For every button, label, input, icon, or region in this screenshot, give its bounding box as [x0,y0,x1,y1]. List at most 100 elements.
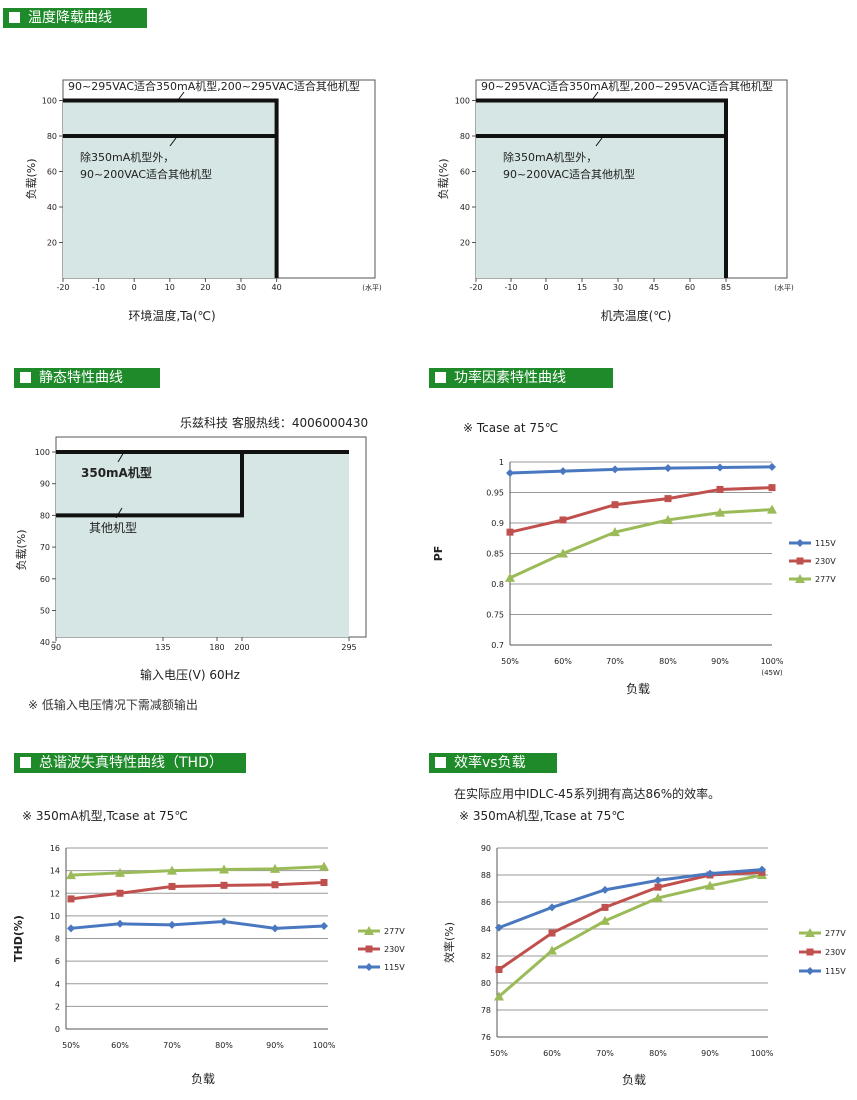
series-line-230V [70,881,325,901]
y-tick-label: 88 [481,871,491,880]
x-tick-label: 60% [543,1049,561,1058]
data-point-230V [271,881,279,889]
y-tick-label: 100 [42,97,57,106]
legend-label: 230V [825,948,846,957]
annotation-pointer [177,91,185,101]
x-axis-title: 机壳温度(℃) [601,308,672,323]
y-axis-title: 效率(%) [442,922,456,963]
y-tick-label: 0 [55,1025,60,1034]
y-tick-label: 100 [35,448,50,457]
x-axis-title: 环境温度,Ta(℃) [128,308,215,323]
annotation-other-1: 除350mA机型外， [503,150,597,164]
series-line-115V [70,920,325,930]
y-tick-label: 100 [455,97,470,106]
x-tick-label: 20 [200,283,210,292]
x-tick-label: 50% [501,657,519,666]
derating-area [56,452,349,637]
legend-marker-230V [796,557,804,565]
x-tick-label: 30 [613,283,623,292]
data-point-230V [716,485,724,493]
x-tick-label: 200 [234,643,249,652]
y-tick-label: 10 [50,912,60,921]
legend-label: 115V [384,963,405,972]
x-tick-label: 90% [701,1049,719,1058]
y-axis-title: THD(%) [12,915,25,962]
x-tick-label: 0 [543,283,548,292]
derating-curve-1 [476,98,728,278]
y-tick-label: 60 [47,168,57,177]
annotation-other: 其他机型 [89,521,137,535]
data-point-230V [495,966,503,973]
data-point-277V [319,861,329,871]
legend-label: 230V [815,557,836,566]
data-point-277V [219,864,229,874]
series-line-115V [509,465,773,475]
legend-marker-230V [806,948,814,956]
x-tick-label: 180 [209,643,224,652]
y-tick-label: 70 [40,543,50,552]
y-tick-label: 20 [460,239,470,248]
x-tick-label: 40 [272,283,282,292]
data-point-115V [116,919,124,928]
annotation-350ma: 90~295VAC适合350mA机型,200~295VAC适合其他机型 [68,79,360,93]
data-point-277V [715,507,725,517]
x-tick-label: 10 [165,283,175,292]
data-point-115V [664,464,672,473]
x-tick-label: -20 [469,283,482,292]
data-point-277V [115,867,125,877]
x-tick-label: 30 [236,283,246,292]
legend-marker-115V [806,967,814,975]
x-axis-title: 输入电压(V) 60Hz [140,667,240,682]
x-tick-label: 90% [266,1041,284,1050]
data-point-115V [758,865,766,874]
data-point-277V [505,572,515,582]
legend-label: 277V [815,575,836,584]
data-point-230V [506,528,514,536]
legend-marker-277V [364,926,374,935]
y-tick-label: 90 [40,480,50,489]
section-title: 温度降载曲线 [28,10,112,26]
section-title: 效率vs负载 [454,755,526,771]
x-tick-label: 60 [685,283,695,292]
y-tick-label: 4 [55,980,60,989]
y-tick-label: 0.7 [491,641,504,650]
data-point-115V [67,924,75,933]
y-tick-label: 40 [40,638,50,647]
annotation-350ma: 350mA机型 [81,465,152,480]
annotation-pointer [595,137,603,147]
square-bullet-icon [20,757,31,768]
x-tick-label: 80% [659,657,677,666]
square-bullet-icon [20,372,31,383]
y-tick-label: 0.8 [491,580,504,589]
y-tick-label: 14 [50,867,60,876]
data-point-277V [547,945,557,955]
x-unit-label: (水平) [774,283,794,292]
x-tick-label: -10 [92,283,105,292]
legend-marker-230V [365,945,373,953]
y-axis-title: PF [432,546,445,562]
y-tick-label: 84 [481,925,491,934]
section-title: 总谐波失真特性曲线（THD） [39,755,223,771]
square-bullet-icon [435,757,446,768]
x-tick-label: 0 [132,283,137,292]
y-axis-title: 负载(%) [436,158,450,199]
series-line-277V [70,865,325,877]
series-line-277V [498,873,763,998]
y-tick-label: 90 [481,844,491,853]
legend-marker-277V [795,574,805,583]
y-tick-label: 60 [460,168,470,177]
data-point-277V [705,880,715,890]
x-axis-title: 负载 [626,682,650,696]
x-tick-label: 50% [490,1049,508,1058]
data-point-230V [768,484,776,492]
x-tick-label: 60% [111,1041,129,1050]
x-unit-label: (水平) [362,283,382,292]
data-point-277V [66,870,76,880]
y-tick-label: 1 [499,458,504,467]
y-tick-label: 76 [481,1033,491,1042]
data-point-277V [167,865,177,875]
data-point-230V [654,883,662,891]
section-header-pf: 功率因素特性曲线 [429,368,613,388]
eff-intro-note: 在实际应用中IDLC-45系列拥有高达86%的效率。 [454,787,721,801]
section-header-thd: 总谐波失真特性曲线（THD） [14,753,246,773]
